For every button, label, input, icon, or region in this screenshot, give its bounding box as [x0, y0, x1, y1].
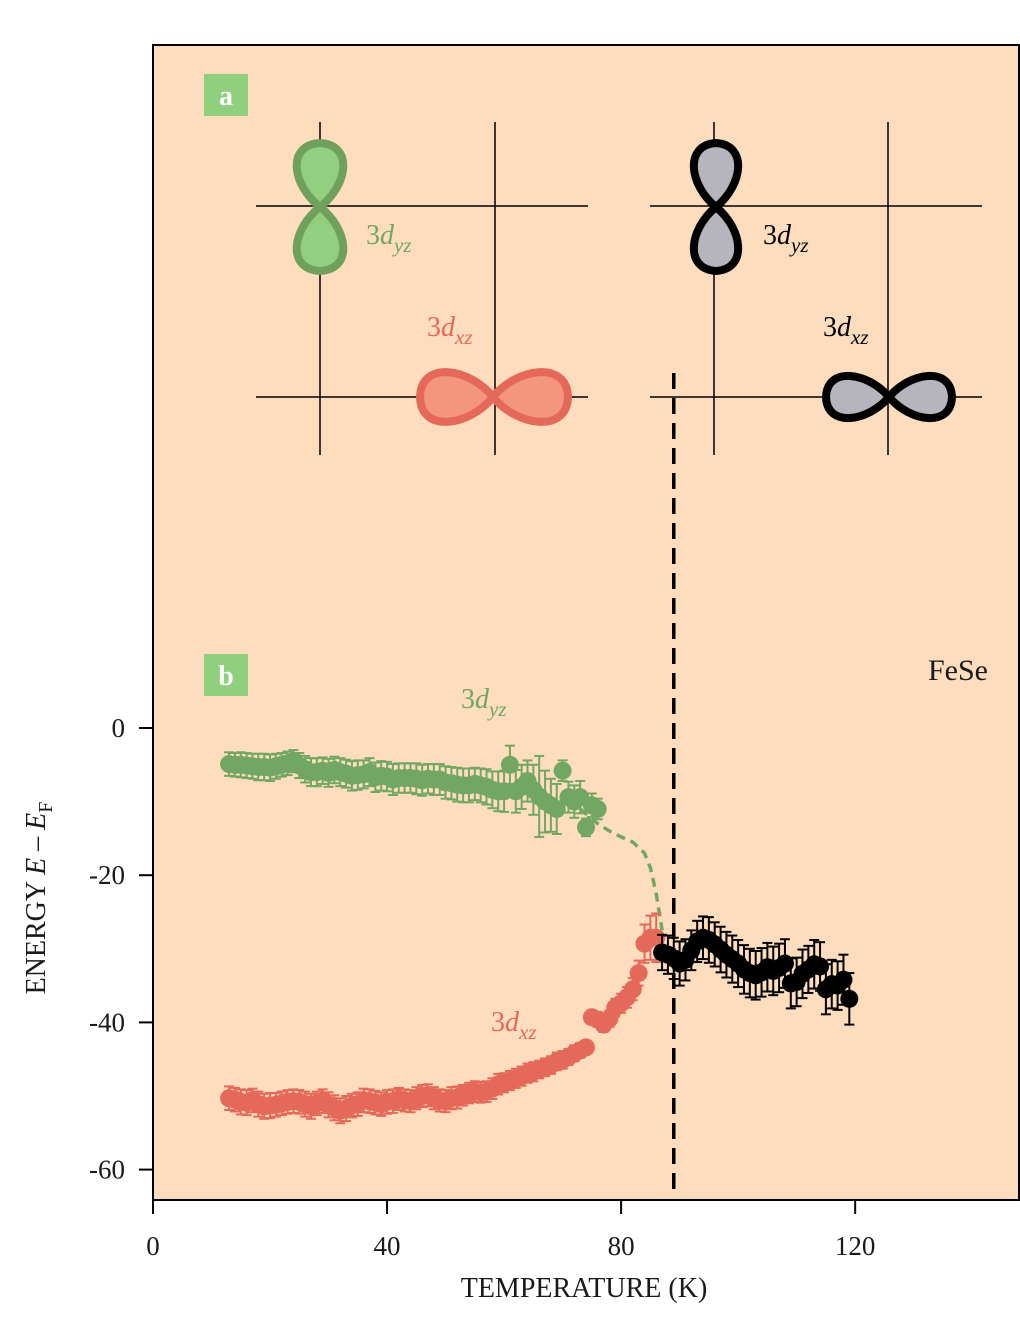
data-point	[553, 761, 572, 780]
data-point	[840, 989, 859, 1008]
left-yz-label: 3dyz	[366, 220, 412, 257]
data-point	[623, 980, 642, 999]
left-xz-orbital	[415, 368, 573, 426]
fit-curve-layer	[578, 807, 664, 931]
data-point	[588, 799, 607, 818]
axes: 0 -20 -40 -60 0 40 80 120	[89, 713, 875, 1261]
plot-background	[153, 45, 1019, 1200]
data-point	[647, 928, 666, 947]
right-yz-orbital	[689, 138, 743, 276]
x-tick-label: 0	[146, 1231, 160, 1261]
series-0	[220, 744, 607, 838]
data-point	[500, 755, 519, 774]
x-tick-label: 80	[608, 1231, 635, 1261]
right-xz-orbital	[821, 371, 957, 423]
y-tick-label: -40	[89, 1007, 125, 1037]
panel-b-badge: b	[204, 654, 248, 696]
x-tick-label: 40	[374, 1231, 401, 1261]
right-yz-label: 3dyz	[763, 220, 809, 257]
y-tick-label: -60	[89, 1155, 125, 1185]
data-point	[577, 1038, 595, 1057]
x-axis-title: TEMPERATURE (K)	[461, 1273, 708, 1304]
data-point	[629, 964, 648, 983]
data-point	[577, 818, 595, 837]
data-point	[775, 954, 794, 973]
left-orbital-diagram: 3dyz 3dxz	[256, 122, 588, 455]
panel-b-label: b	[218, 661, 234, 692]
series-1	[220, 912, 666, 1125]
left-xz-label: 3dxz	[427, 312, 473, 349]
yz-fit-curve	[578, 807, 664, 931]
right-orbital-diagram: 3dyz 3dxz	[650, 122, 982, 455]
sample-label: FeSe	[928, 654, 988, 687]
panel-a-label: a	[219, 81, 233, 112]
plot-frame	[152, 44, 1020, 1201]
data-point	[547, 799, 566, 818]
series-layer	[220, 744, 859, 1125]
data-point	[811, 957, 830, 976]
series-xz-label: 3dxz	[491, 1007, 537, 1044]
y-tick-label: -20	[89, 860, 125, 890]
y-axis-title: ENERGY E – EF	[21, 802, 57, 995]
right-xz-label: 3dxz	[823, 312, 869, 349]
left-yz-orbital	[292, 138, 348, 276]
x-tick-label: 120	[835, 1231, 876, 1261]
panel-a-badge: a	[204, 74, 248, 116]
series-yz-label: 3dyz	[461, 684, 507, 721]
data-point	[834, 970, 853, 989]
y-tick-label: 0	[112, 713, 126, 743]
